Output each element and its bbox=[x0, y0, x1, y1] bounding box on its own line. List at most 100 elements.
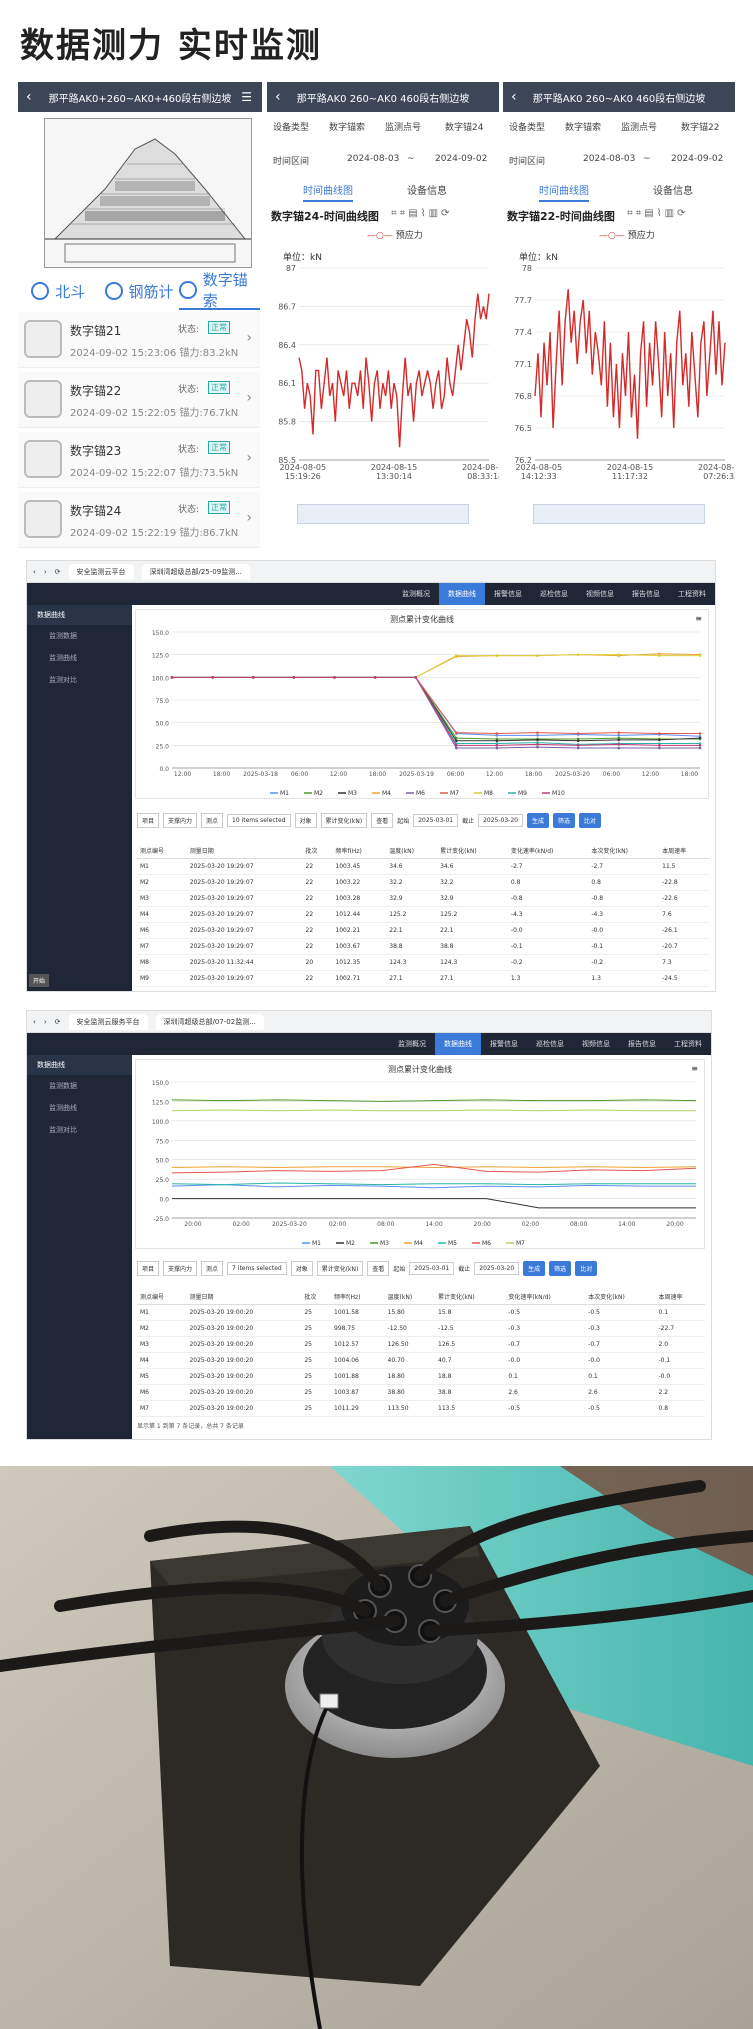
nav-item[interactable]: 巡检信息 bbox=[540, 590, 568, 598]
menu-icon[interactable]: ≡ bbox=[695, 614, 702, 623]
nav-item[interactable]: 报告信息 bbox=[632, 590, 660, 598]
column-header[interactable]: 批次 bbox=[302, 843, 333, 859]
back-icon[interactable]: ‹ bbox=[275, 89, 281, 105]
back-icon[interactable]: ‹ bbox=[33, 567, 36, 576]
tab-time-curve[interactable]: 时间曲线图 bbox=[539, 182, 589, 202]
nav-item[interactable]: 视频信息 bbox=[582, 1040, 610, 1048]
sidebar-item[interactable]: 监测对比 bbox=[49, 1126, 77, 1134]
table-row[interactable]: M9 2025-03-20 19:29:07 22 1002.71 27.1 27.1 1.… bbox=[137, 970, 709, 987]
table-row[interactable]: M4 2025-03-20 19:29:07 22 1012.44 125.2 125.2… bbox=[137, 906, 709, 923]
object-select[interactable]: 累计变化(kN) bbox=[320, 813, 368, 828]
tab-rebar-gauge[interactable]: 钢筋计 bbox=[99, 272, 180, 310]
device-type-select[interactable]: 数字锚索 bbox=[565, 123, 602, 133]
tab-time-curve[interactable]: 时间曲线图 bbox=[303, 182, 353, 202]
list-item[interactable]: 数字锚22 状态: 正常 2024-09-02 15:22:05 锚力:76.7… bbox=[18, 372, 260, 428]
column-header[interactable]: 温度(kN) bbox=[386, 843, 438, 859]
sidebar-item[interactable]: 监测曲线 bbox=[49, 1104, 77, 1112]
column-header[interactable]: 测量日期 bbox=[186, 1289, 302, 1305]
nav-item[interactable]: 数据曲线 bbox=[439, 583, 485, 605]
generate-button[interactable]: 生成 bbox=[523, 1261, 546, 1276]
browser-tab[interactable]: 安全监测云平台 bbox=[68, 563, 134, 580]
column-header[interactable]: 本次变化(kN) bbox=[585, 1289, 656, 1305]
item-select[interactable]: 支撑内力 bbox=[163, 1261, 198, 1276]
sidebar-item[interactable]: 监测数据 bbox=[49, 1082, 77, 1090]
browser-tab[interactable]: 深圳湾超级总部/07-02监测... bbox=[155, 1013, 264, 1030]
start-date-input[interactable]: 2025-03-01 bbox=[409, 1262, 455, 1275]
list-item[interactable]: 数字锚21 状态: 正常 2024-09-02 15:23:06 锚力:83.2… bbox=[18, 312, 260, 368]
reload-icon[interactable]: ⟳ bbox=[54, 567, 61, 576]
sidebar-item[interactable]: 监测对比 bbox=[49, 676, 77, 684]
column-header[interactable]: 累计变化(kN) bbox=[435, 1289, 506, 1305]
column-header[interactable]: 变化速率(kN/d) bbox=[505, 1289, 586, 1305]
compare-button[interactable]: 比对 bbox=[579, 813, 602, 828]
nav-item[interactable]: 报告信息 bbox=[628, 1040, 656, 1048]
forward-icon[interactable]: › bbox=[43, 567, 47, 576]
back-icon[interactable]: ‹ bbox=[511, 89, 517, 105]
start-button[interactable]: 开始 bbox=[29, 974, 50, 987]
tab-beidou[interactable]: 北斗 bbox=[18, 272, 99, 310]
table-row[interactable]: M7 2025-03-20 19:00:20 25 1011.29 113.50 113.… bbox=[137, 1400, 705, 1417]
back-icon[interactable]: ‹ bbox=[33, 1017, 36, 1026]
object-select[interactable]: 累计变化(kN) bbox=[316, 1261, 364, 1276]
table-row[interactable]: M3 2025-03-20 19:29:07 22 1003.28 32.9 32.9 -0… bbox=[137, 890, 709, 907]
back-icon[interactable]: ‹ bbox=[26, 89, 32, 105]
nav-item[interactable]: 监测概况 bbox=[398, 1040, 426, 1048]
table-row[interactable]: M7 2025-03-20 19:29:07 22 1003.67 38.8 38.8 -0… bbox=[137, 938, 709, 955]
table-row[interactable]: M1 2025-03-20 19:00:20 25 1001.58 15.80 15.8-… bbox=[137, 1304, 705, 1321]
menu-icon[interactable]: ≡ bbox=[691, 1064, 698, 1073]
date-from-input[interactable]: 2024-08-03 bbox=[347, 154, 400, 164]
sidebar-header[interactable]: 数据曲线 bbox=[27, 1055, 132, 1075]
view-label[interactable]: 查看 bbox=[371, 813, 394, 828]
table-row[interactable]: M8 2025-03-20 11:32:44 20 1012.35 124.3 124.3… bbox=[137, 954, 709, 971]
end-date-input[interactable]: 2025-03-20 bbox=[478, 814, 523, 827]
column-header[interactable]: 本次变化(kN) bbox=[588, 843, 660, 859]
nav-item[interactable]: 报警信息 bbox=[494, 590, 522, 598]
end-date-input[interactable]: 2025-03-20 bbox=[474, 1262, 520, 1275]
point-select[interactable]: 10 items selected bbox=[227, 814, 291, 827]
table-row[interactable]: M5 2025-03-20 19:00:20 25 1001.88 18.80 18.8 0… bbox=[137, 1368, 705, 1385]
start-date-input[interactable]: 2025-03-01 bbox=[413, 814, 459, 827]
list-item[interactable]: 数字锚24 状态: 正常 2024-09-02 15:22:19 锚力:86.7… bbox=[18, 492, 260, 548]
column-header[interactable]: 累计变化(kN) bbox=[437, 843, 508, 859]
sidebar-item[interactable]: 监测数据 bbox=[49, 632, 77, 640]
table-row[interactable]: M3 2025-03-20 19:00:20 25 1012.57 126.50 126.… bbox=[137, 1336, 705, 1353]
nav-item[interactable]: 监测概况 bbox=[402, 590, 430, 598]
nav-item[interactable]: 工程资料 bbox=[674, 1040, 702, 1048]
browser-tab[interactable]: 安全监测云服务平台 bbox=[68, 1013, 148, 1030]
nav-item[interactable]: 巡检信息 bbox=[536, 1040, 564, 1048]
zoom-slider[interactable] bbox=[533, 504, 705, 524]
nav-item[interactable]: 报警信息 bbox=[490, 1040, 518, 1048]
reload-icon[interactable]: ⟳ bbox=[54, 1017, 61, 1026]
item-select[interactable]: 支撑内力 bbox=[163, 813, 198, 828]
table-row[interactable]: M6 2025-03-20 19:00:20 25 1003.87 38.80 38.8 2… bbox=[137, 1384, 705, 1401]
nav-item[interactable]: 视频信息 bbox=[586, 590, 614, 598]
point-select[interactable]: 数字锚22 bbox=[681, 123, 720, 133]
nav-item[interactable]: 数据曲线 bbox=[435, 1033, 481, 1055]
device-type-select[interactable]: 数字锚索 bbox=[329, 123, 366, 133]
list-item[interactable]: 数字锚23 状态: 正常 2024-09-02 15:22:07 锚力:73.5… bbox=[18, 432, 260, 488]
point-select[interactable]: 数字锚24 bbox=[445, 123, 484, 133]
compare-button[interactable]: 比对 bbox=[575, 1261, 598, 1276]
filter-button[interactable]: 筛选 bbox=[549, 1261, 572, 1276]
table-row[interactable]: M1 2025-03-20 19:29:07 22 1003.45 34.6 34.6 -2… bbox=[137, 858, 709, 875]
tab-device-info[interactable]: 设备信息 bbox=[407, 186, 447, 197]
column-header[interactable]: 测量日期 bbox=[186, 843, 303, 859]
column-header[interactable]: 本周速率 bbox=[655, 1289, 705, 1305]
nav-item[interactable]: 工程资料 bbox=[678, 590, 706, 598]
tab-digital-anchor[interactable]: 数字锚索 bbox=[179, 271, 261, 310]
zoom-slider[interactable] bbox=[297, 504, 469, 524]
generate-button[interactable]: 生成 bbox=[526, 813, 549, 828]
chart-toolbar-icons[interactable]: ⌗⌗▤⌇▥⟳ bbox=[391, 208, 453, 219]
date-from-input[interactable]: 2024-08-03 bbox=[583, 154, 636, 164]
column-header[interactable]: 温度(kN) bbox=[384, 1289, 436, 1305]
column-header[interactable]: 测点编号 bbox=[137, 843, 187, 859]
column-header[interactable]: 本周速率 bbox=[659, 843, 709, 859]
column-header[interactable]: 批次 bbox=[301, 1289, 332, 1305]
table-row[interactable]: M6 2025-03-20 19:29:07 22 1002.21 22.1 22.1 -0… bbox=[137, 922, 709, 939]
column-header[interactable]: 变化速率(kN/d) bbox=[507, 843, 589, 859]
table-row[interactable]: M2 2025-03-20 19:29:07 22 1003.22 32.2 32.2 0.… bbox=[137, 874, 709, 891]
date-to-input[interactable]: 2024-09-02 bbox=[435, 154, 488, 164]
date-to-input[interactable]: 2024-09-02 bbox=[671, 154, 724, 164]
column-header[interactable]: 频率f(Hz) bbox=[331, 1289, 385, 1305]
filter-button[interactable]: 筛选 bbox=[553, 813, 576, 828]
